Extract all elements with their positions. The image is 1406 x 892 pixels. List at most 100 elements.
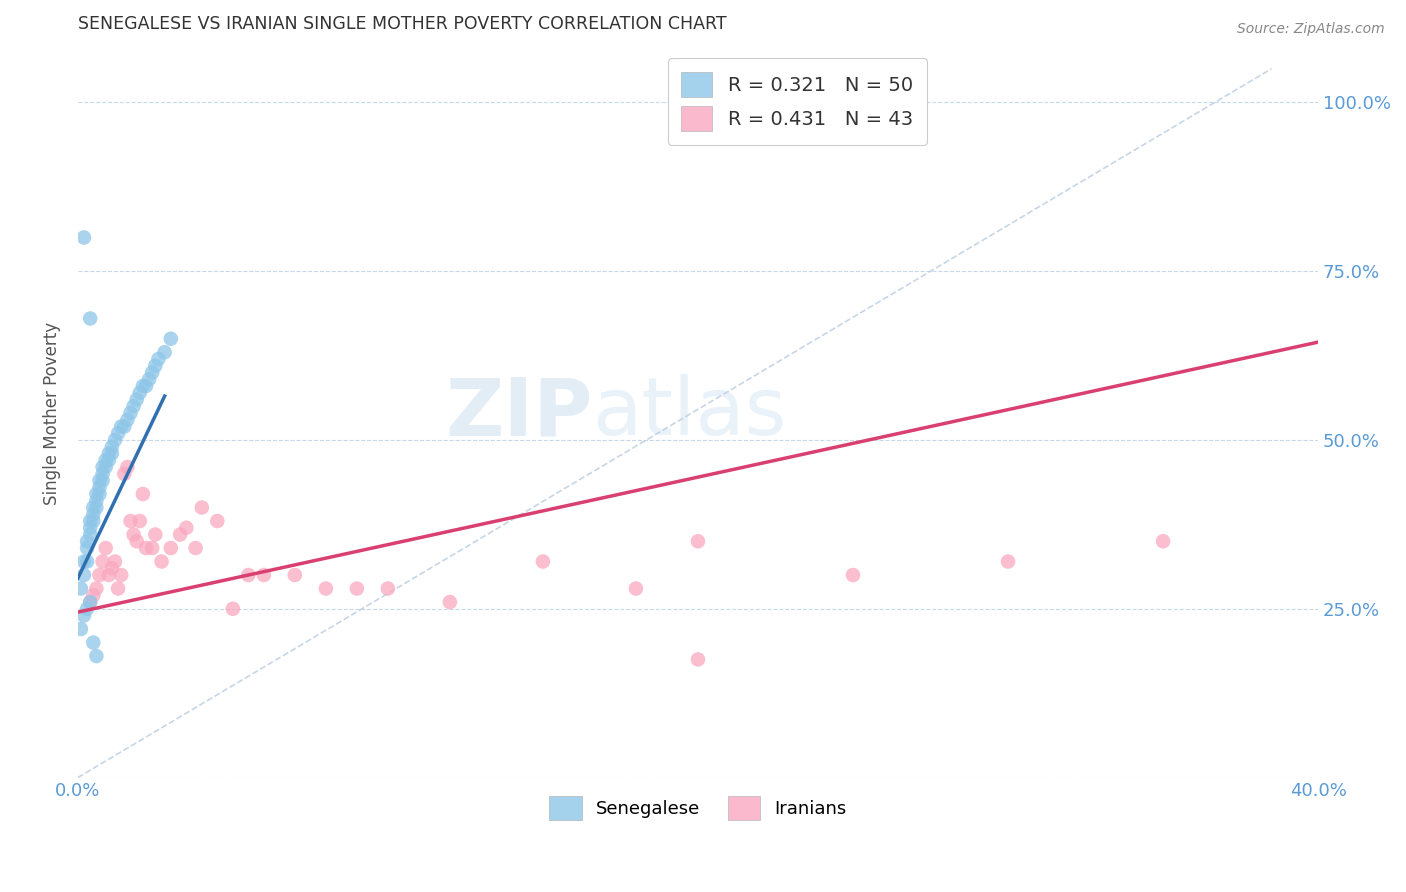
Point [86, 582, 108, 596]
Point [97, 446, 120, 460]
Point [176, 521, 198, 535]
Point [86, 648, 108, 663]
Point [253, 568, 276, 582]
Point [284, 568, 307, 582]
Point [159, 541, 181, 555]
Point [82, 500, 104, 515]
Point [97, 568, 120, 582]
Point [101, 561, 124, 575]
Point [89, 480, 111, 494]
Point [86, 487, 108, 501]
Point [132, 487, 155, 501]
Point [82, 635, 104, 649]
Point [531, 555, 554, 569]
Point [143, 527, 166, 541]
Point [128, 385, 150, 400]
Point [184, 541, 207, 555]
Point [135, 541, 157, 555]
Point [73, 230, 96, 244]
Text: SENEGALESE VS IRANIAN SINGLE MOTHER POVERTY CORRELATION CHART: SENEGALESE VS IRANIAN SINGLE MOTHER POVE… [77, 15, 727, 33]
Point [82, 514, 104, 528]
Point [89, 474, 111, 488]
Point [104, 433, 127, 447]
Point [101, 446, 124, 460]
Point [141, 541, 163, 555]
Point [120, 406, 142, 420]
Point [346, 582, 368, 596]
Point [110, 419, 132, 434]
Point [377, 582, 399, 596]
Point [89, 568, 111, 582]
Point [128, 514, 150, 528]
Point [76, 555, 98, 569]
Point [207, 514, 229, 528]
Point [97, 453, 120, 467]
Point [91, 555, 114, 569]
Point [238, 568, 260, 582]
Point [91, 474, 114, 488]
Point [686, 652, 709, 666]
Point [122, 527, 145, 541]
Point [842, 568, 865, 582]
Point [1152, 534, 1174, 549]
Text: atlas: atlas [592, 374, 787, 452]
Point [153, 345, 176, 359]
Point [91, 467, 114, 481]
Point [143, 359, 166, 373]
Point [117, 413, 139, 427]
Point [122, 399, 145, 413]
Point [125, 392, 148, 407]
Point [79, 595, 101, 609]
Point [89, 487, 111, 501]
Text: ZIP: ZIP [446, 374, 592, 452]
Point [70, 582, 93, 596]
Point [82, 508, 104, 522]
Point [148, 351, 170, 366]
Point [79, 521, 101, 535]
Point [86, 500, 108, 515]
Point [159, 332, 181, 346]
Point [107, 426, 129, 441]
Point [110, 568, 132, 582]
Point [70, 622, 93, 636]
Point [79, 527, 101, 541]
Point [112, 419, 135, 434]
Point [135, 379, 157, 393]
Point [686, 534, 709, 549]
Point [79, 595, 101, 609]
Point [79, 514, 101, 528]
Point [94, 453, 117, 467]
Point [94, 460, 117, 475]
Point [141, 366, 163, 380]
Point [120, 514, 142, 528]
Point [94, 541, 117, 555]
Point [117, 460, 139, 475]
Point [191, 500, 214, 515]
Point [101, 440, 124, 454]
Point [315, 582, 337, 596]
Point [439, 595, 461, 609]
Point [222, 601, 245, 615]
Point [112, 467, 135, 481]
Point [132, 379, 155, 393]
Point [997, 555, 1019, 569]
Point [73, 608, 96, 623]
Point [86, 493, 108, 508]
Point [76, 534, 98, 549]
Point [125, 534, 148, 549]
Point [169, 527, 191, 541]
Point [107, 582, 129, 596]
Point [150, 555, 173, 569]
Point [76, 601, 98, 615]
Point [138, 372, 160, 386]
Point [91, 460, 114, 475]
Point [76, 541, 98, 555]
Y-axis label: Single Mother Poverty: Single Mother Poverty [44, 321, 60, 505]
Point [82, 588, 104, 602]
Point [73, 555, 96, 569]
Point [73, 568, 96, 582]
Point [79, 311, 101, 326]
Text: Source: ZipAtlas.com: Source: ZipAtlas.com [1237, 22, 1385, 37]
Legend: Senegalese, Iranians: Senegalese, Iranians [541, 789, 853, 827]
Point [624, 582, 647, 596]
